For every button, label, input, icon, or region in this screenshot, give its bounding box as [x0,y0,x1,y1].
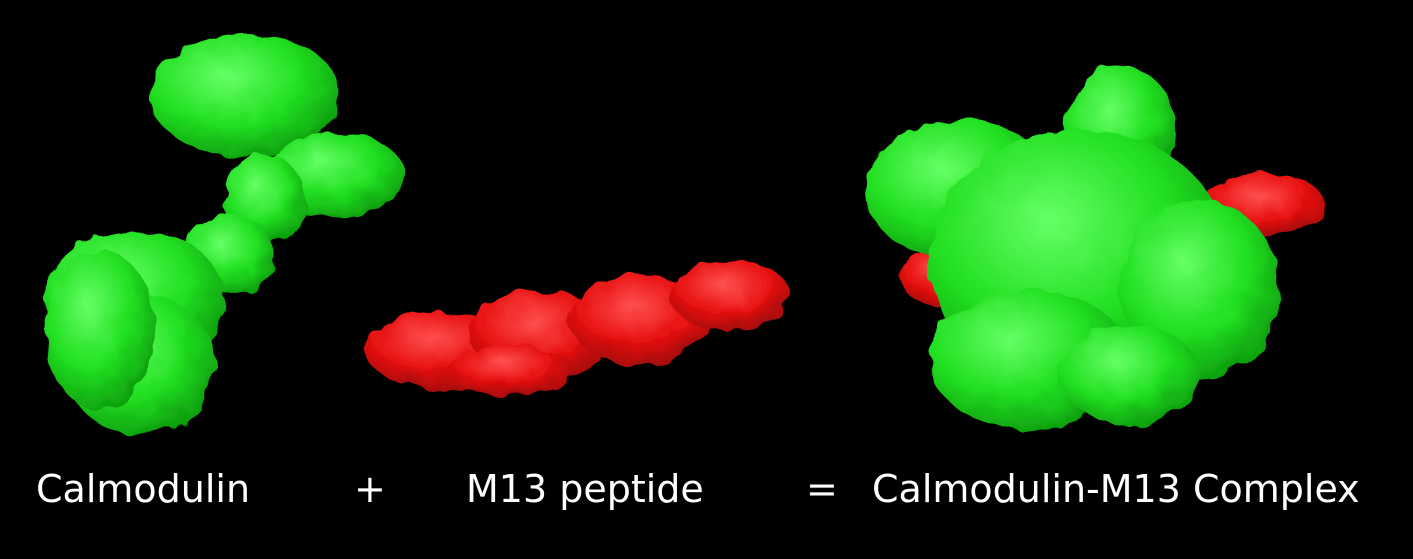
m13-peptide-label: M13 peptide [466,467,704,511]
complex-calmodulin-part [865,65,1280,430]
complex-label: Calmodulin-M13 Complex [872,467,1360,511]
calmodulin-label: Calmodulin [36,467,251,511]
equals-sign: = [806,467,838,511]
calmodulin-structure [45,33,405,435]
plus-sign: + [354,467,386,511]
m13-peptide-structure [365,260,790,395]
